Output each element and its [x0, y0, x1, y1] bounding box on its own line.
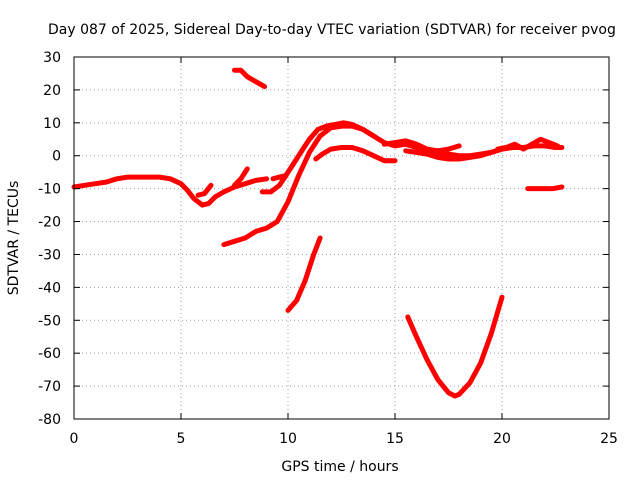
series-line-track-4	[232, 67, 267, 90]
series-line-track-9	[403, 146, 505, 162]
x-tick-label: 20	[493, 431, 511, 447]
x-tick-label: 10	[279, 431, 297, 447]
plot-frame	[73, 56, 610, 420]
series-line-track-12	[285, 235, 323, 313]
y-tick-label: -70	[38, 379, 61, 395]
y-tick-label: -50	[38, 313, 61, 329]
y-tick-label: 0	[52, 149, 61, 165]
x-tick-label: 15	[386, 431, 404, 447]
y-tick-label: -30	[38, 247, 61, 263]
y-tick-label: -40	[38, 280, 61, 296]
grid-lines	[74, 57, 609, 419]
series-line-track-1	[71, 174, 270, 208]
y-tick-label: 10	[43, 116, 61, 132]
series-line-track-8	[381, 138, 462, 154]
series-line-track-3	[232, 166, 250, 188]
x-tick-labels: 0 5 10 15 20 25	[70, 431, 618, 447]
series-line-track-7	[313, 145, 398, 164]
chart-title: Day 087 of 2025, Sidereal Day-to-day VTE…	[48, 22, 616, 38]
x-axis-label: GPS time / hours	[281, 459, 398, 475]
series-line-track-14	[525, 184, 565, 192]
y-axis-label: SDTVAR / TECUs	[6, 181, 22, 296]
series-layer	[71, 67, 565, 399]
x-tick-label: 25	[600, 431, 618, 447]
y-tick-label: -20	[38, 215, 61, 231]
series-line-track-13	[405, 294, 505, 399]
y-tick-label: -80	[38, 412, 61, 428]
series-line-track-10	[495, 136, 561, 152]
y-tick-label: 20	[43, 83, 61, 99]
series-line-track-2	[195, 182, 214, 198]
y-tick-labels: -80 -70 -60 -50 -40 -30 -20 -10 0 10 20 30	[38, 50, 61, 428]
y-tick-label: 30	[43, 50, 61, 66]
y-tick-label: -60	[38, 346, 61, 362]
y-tick-label: -10	[38, 182, 61, 198]
x-tick-label: 5	[177, 431, 186, 447]
series-line-track-11	[270, 173, 289, 182]
x-tick-label: 0	[70, 431, 79, 447]
axes	[73, 56, 610, 420]
